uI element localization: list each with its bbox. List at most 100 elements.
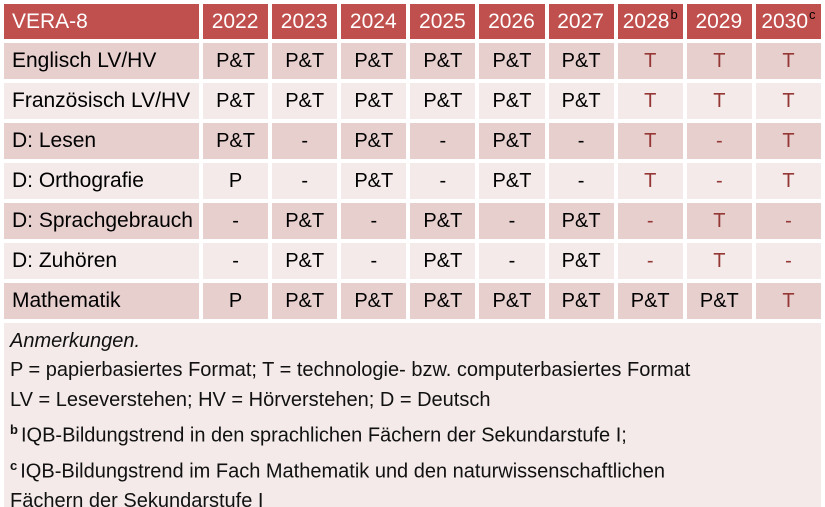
- table-row-d-zuhoeren: D: Zuhören - P&T - P&T - P&T - T -: [4, 243, 821, 279]
- footnote-marker: c: [10, 458, 18, 474]
- year-label: 2023: [280, 9, 328, 33]
- table-cell: -: [548, 163, 614, 199]
- table-cell: P&T: [410, 283, 476, 319]
- notes-title: Anmerkungen.: [10, 330, 141, 352]
- table-cell: P&T: [410, 203, 476, 239]
- table-row-d-sprachgebrauch: D: Sprachgebrauch - P&T - P&T - P&T - T …: [4, 203, 821, 239]
- column-header-2022: 2022: [203, 4, 269, 39]
- notes-section: Anmerkungen. P = papierbasiertes Format;…: [4, 323, 821, 507]
- row-label: Mathematik: [4, 283, 199, 319]
- row-label: D: Lesen: [4, 123, 199, 159]
- table-row-d-lesen: D: Lesen P&T - P&T - P&T - T - T: [4, 123, 821, 159]
- table-cell: T: [617, 43, 683, 79]
- table-cell: P&T: [410, 43, 476, 79]
- year-label: 2027: [557, 9, 604, 33]
- table-header-row: VERA-8 2022 2023 2024 2025 2026 2027 202…: [4, 4, 821, 39]
- table-cell: P&T: [548, 283, 614, 319]
- table-cell: P&T: [341, 43, 407, 79]
- table-cell: T: [686, 83, 752, 119]
- table-cell: -: [479, 243, 545, 279]
- year-label: 2029: [695, 9, 743, 33]
- table-cell: -: [548, 123, 614, 159]
- table-cell: T: [755, 163, 821, 199]
- table-cell: T: [686, 43, 752, 79]
- column-header-2025: 2025: [410, 4, 476, 39]
- row-label: D: Sprachgebrauch: [4, 203, 199, 239]
- column-header-2026: 2026: [479, 4, 545, 39]
- table-cell: P: [203, 163, 269, 199]
- table-cell: P&T: [203, 123, 269, 159]
- table-cell: P&T: [203, 83, 269, 119]
- row-label: Französisch LV/HV: [4, 83, 199, 119]
- table-cell: -: [755, 243, 821, 279]
- table-cell: -: [755, 203, 821, 239]
- table-cell: T: [755, 123, 821, 159]
- table-cell: -: [272, 163, 338, 199]
- note-text: LV = Leseverstehen; HV = Hörverstehen; D…: [10, 388, 491, 411]
- table-cell: -: [686, 123, 752, 159]
- table-row-franzoesisch: Französisch LV/HV P&T P&T P&T P&T P&T P&…: [4, 83, 821, 119]
- table-cell: P&T: [272, 83, 338, 119]
- year-label: 2026: [488, 9, 535, 33]
- note-text: IQB-Bildungstrend im Fach Mathematik und…: [10, 460, 665, 507]
- table-cell: -: [410, 163, 476, 199]
- table-row-d-orthografie: D: Orthografie P - P&T - P&T - T - T: [4, 163, 821, 199]
- note-text: P = papierbasiertes Format; T = technolo…: [10, 359, 691, 381]
- table-cell: T: [755, 283, 821, 319]
- table-cell: -: [341, 243, 407, 279]
- table-cell: -: [410, 123, 476, 159]
- note-footnote-b: b IQB-Bildungstrend in den sprachlichen F…: [10, 415, 742, 451]
- footnote-marker: c: [809, 7, 816, 22]
- table-cell: P&T: [272, 203, 338, 239]
- column-header-2030: 2030 c: [755, 4, 821, 39]
- table-cell: P&T: [272, 283, 338, 319]
- table-cell: T: [617, 123, 683, 159]
- note-footnote-c: c IQB-Bildungstrend im Fach Mathematik un…: [10, 451, 742, 507]
- table-cell: T: [755, 43, 821, 79]
- table-cell: T: [686, 243, 752, 279]
- table-cell: P&T: [548, 203, 614, 239]
- table-cell: P&T: [479, 123, 545, 159]
- table-cell: P&T: [548, 43, 614, 79]
- table-cell: P&T: [548, 243, 614, 279]
- year-label: 2024: [349, 9, 397, 33]
- table-title: VERA-8: [4, 4, 199, 39]
- table-cell: P&T: [479, 283, 545, 319]
- note-text: IQB-Bildungstrend in den sprachlichen Fä…: [20, 424, 627, 447]
- table-cell: P&T: [479, 163, 545, 199]
- table-cell: P&T: [203, 43, 269, 79]
- table-cell: -: [617, 203, 683, 239]
- table-cell: T: [617, 163, 683, 199]
- table-cell: -: [686, 163, 752, 199]
- table-row-mathematik: Mathematik P P&T P&T P&T P&T P&T P&T P&T…: [4, 283, 821, 319]
- table-cell: -: [203, 243, 269, 279]
- table-cell: P&T: [272, 43, 338, 79]
- table-cell: P&T: [479, 43, 545, 79]
- table-cell: P&T: [410, 83, 476, 119]
- table-cell: -: [341, 203, 407, 239]
- table-cell: P&T: [341, 163, 407, 199]
- table-cell: -: [617, 243, 683, 279]
- table-cell: T: [617, 83, 683, 119]
- table-cell: P: [203, 283, 269, 319]
- table-cell: P&T: [617, 283, 683, 319]
- table-cell: T: [686, 203, 752, 239]
- table-cell: -: [479, 203, 545, 239]
- table-cell: P&T: [479, 83, 545, 119]
- column-header-2024: 2024: [341, 4, 407, 39]
- row-label: Englisch LV/HV: [4, 43, 199, 79]
- table-row-englisch: Englisch LV/HV P&T P&T P&T P&T P&T P&T T…: [4, 43, 821, 79]
- table-cell: P&T: [341, 123, 407, 159]
- row-label: D: Orthografie: [4, 163, 199, 199]
- column-header-2023: 2023: [272, 4, 338, 39]
- footnote-marker: b: [670, 7, 678, 22]
- year-label: 2028: [622, 9, 670, 33]
- table-cell: -: [203, 203, 269, 239]
- table-cell: -: [272, 123, 338, 159]
- year-label: 2025: [419, 9, 466, 33]
- column-header-2028: 2028 b: [617, 4, 683, 39]
- table-cell: P&T: [341, 283, 407, 319]
- note-format-legend: P = papierbasiertes Format; T = technolo…: [10, 356, 742, 386]
- footnote-marker: b: [10, 422, 18, 437]
